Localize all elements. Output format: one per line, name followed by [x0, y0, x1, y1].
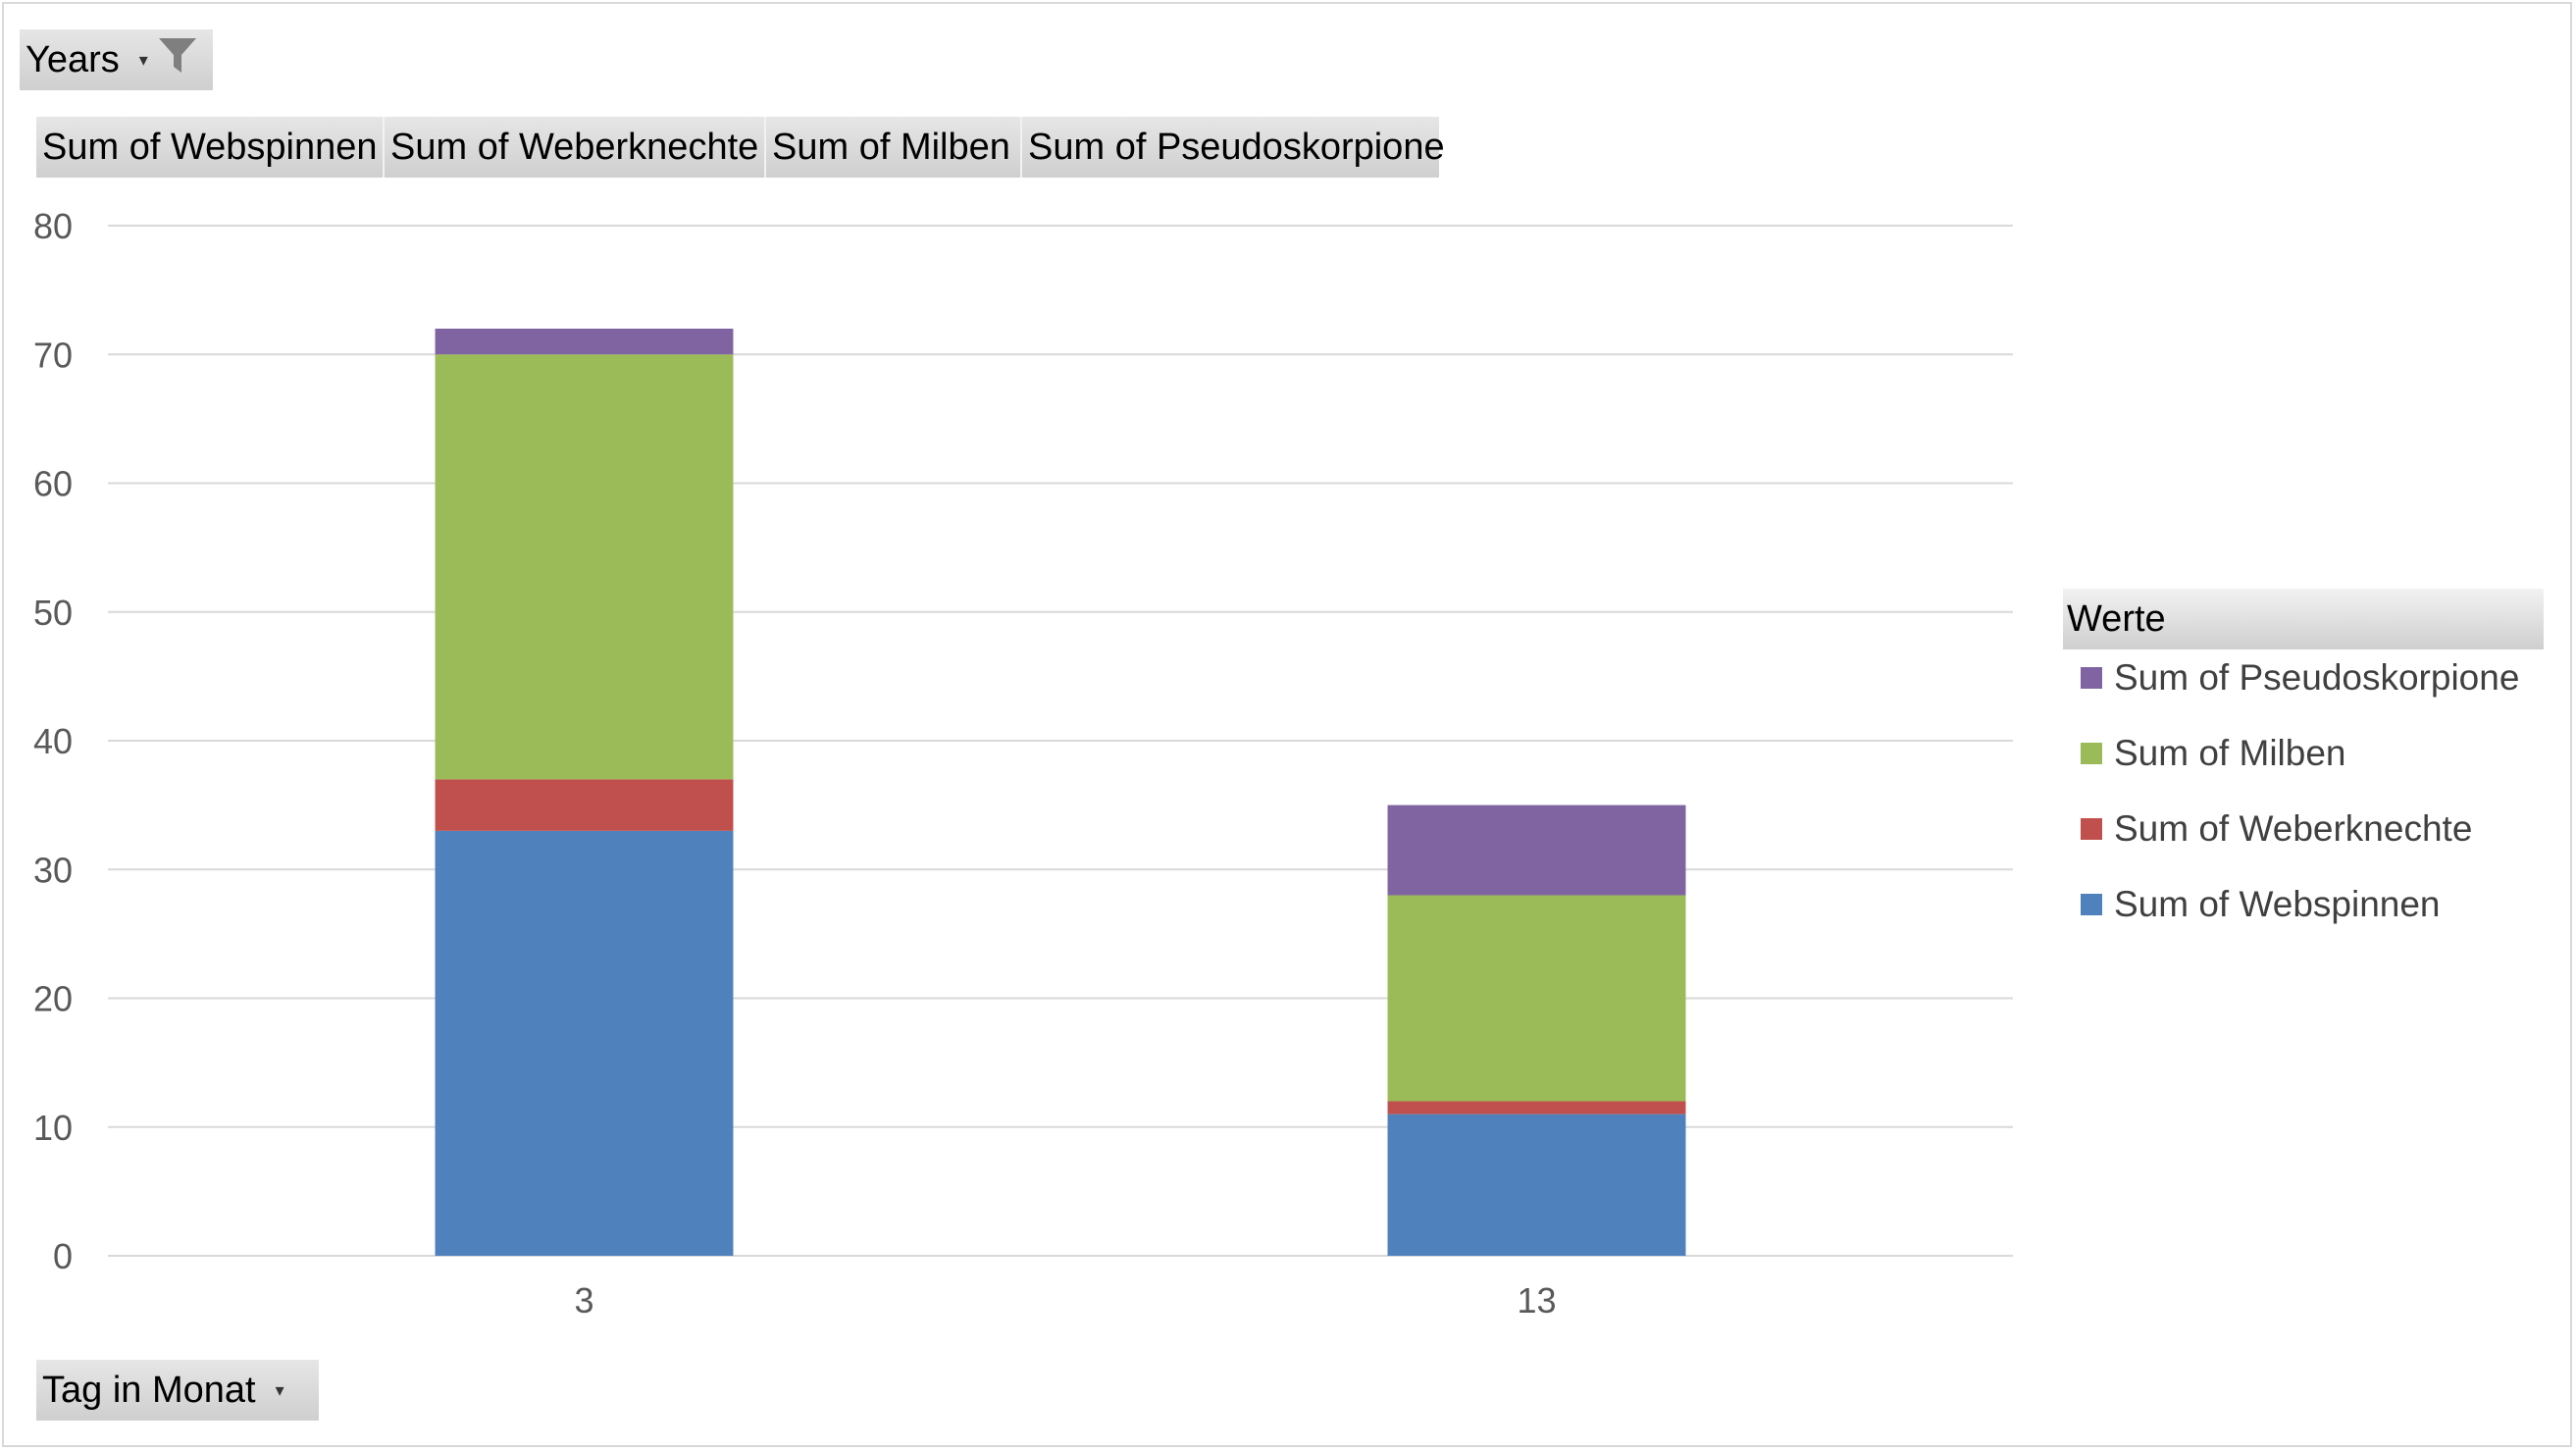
y-tick-label: 20	[33, 979, 73, 1019]
legend-swatch	[2081, 894, 2102, 915]
value-field-weberknechte[interactable]: Sum of Weberknechte	[385, 117, 766, 178]
bar-segment	[435, 830, 734, 1256]
years-filter-button[interactable]: Years ▾	[20, 29, 213, 90]
value-field-label: Sum of Pseudoskorpione	[1028, 126, 1445, 168]
chevron-down-icon: ▾	[138, 49, 148, 70]
funnel-icon	[156, 33, 199, 86]
chevron-down-icon: ▾	[275, 1379, 284, 1400]
y-tick-label: 10	[33, 1108, 73, 1148]
axis-field-button[interactable]: Tag in Monat ▾	[36, 1360, 319, 1421]
legend-title[interactable]: Werte	[2063, 589, 2544, 649]
y-tick-label: 0	[53, 1236, 73, 1276]
value-field-label: Sum of Milben	[772, 126, 1010, 168]
y-tick-label: 70	[33, 335, 73, 375]
axis-field-label: Tag in Monat	[42, 1369, 256, 1411]
bar-segment	[435, 354, 734, 780]
legend: Werte Sum of Pseudoskorpione Sum of Milb…	[2063, 589, 2544, 924]
x-tick-label: 13	[1517, 1280, 1556, 1321]
value-field-milben[interactable]: Sum of Milben	[766, 117, 1022, 178]
bar-segment	[1387, 804, 1686, 896]
bar-segment	[1387, 1101, 1686, 1114]
bar-segment	[435, 329, 734, 355]
years-filter-label: Years	[26, 38, 120, 80]
bar-segment	[435, 779, 734, 831]
legend-swatch	[2081, 743, 2102, 764]
legend-swatch	[2081, 818, 2102, 840]
x-tick-label: 3	[574, 1280, 593, 1321]
value-field-pseudoskorpione[interactable]: Sum of Pseudoskorpione	[1022, 117, 1445, 178]
legend-swatch	[2081, 667, 2102, 689]
y-tick-label: 50	[33, 593, 73, 633]
legend-item-label: Sum of Milben	[2114, 733, 2346, 773]
legend-item-weberknechte[interactable]: Sum of Weberknechte	[2081, 808, 2472, 850]
value-field-label: Sum of Webspinnen	[42, 126, 378, 168]
value-fields-strip: Sum of Webspinnen Sum of Weberknechte Su…	[36, 117, 1445, 178]
legend-item-label: Sum of Pseudoskorpione	[2114, 657, 2520, 698]
value-field-label: Sum of Weberknechte	[390, 126, 759, 168]
y-tick-label: 60	[33, 464, 73, 504]
y-tick-label: 30	[33, 850, 73, 890]
legend-item-label: Sum of Webspinnen	[2114, 884, 2441, 924]
y-tick-label: 40	[33, 721, 73, 761]
legend-item-webspinnen[interactable]: Sum of Webspinnen	[2081, 884, 2441, 925]
y-tick-label: 80	[33, 206, 73, 246]
legend-item-milben[interactable]: Sum of Milben	[2081, 733, 2346, 774]
bar-segment	[1387, 895, 1686, 1102]
legend-item-pseudoskorpione[interactable]: Sum of Pseudoskorpione	[2081, 657, 2519, 699]
legend-item-label: Sum of Weberknechte	[2114, 808, 2473, 849]
value-field-webspinnen[interactable]: Sum of Webspinnen	[36, 117, 385, 178]
bar-segment	[1387, 1114, 1686, 1256]
